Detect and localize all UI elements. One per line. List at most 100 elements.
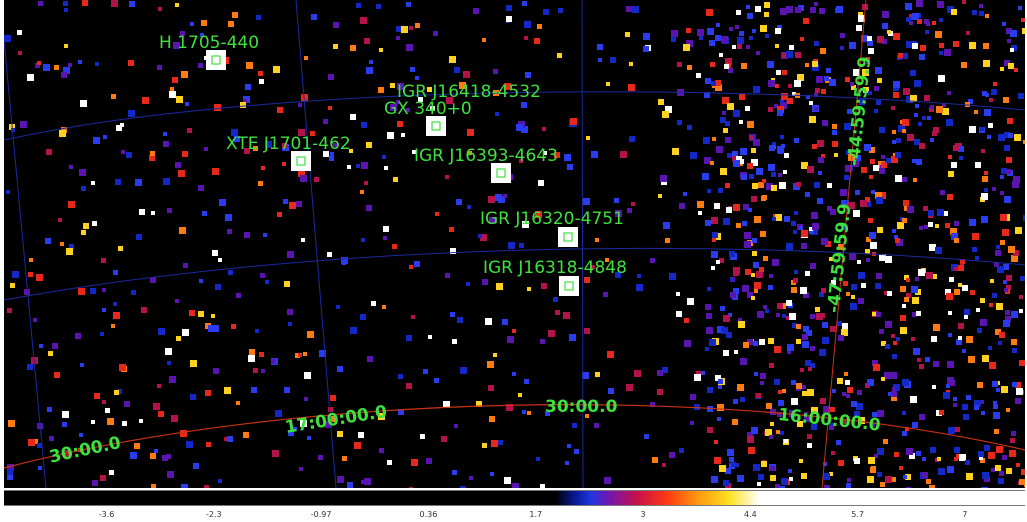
noise-pixel: [594, 423, 599, 428]
noise-pixel: [996, 303, 1003, 310]
noise-pixel: [751, 196, 757, 202]
noise-pixel: [686, 40, 693, 47]
noise-pixel: [780, 8, 787, 15]
noise-pixel: [1003, 97, 1009, 103]
noise-pixel: [780, 99, 784, 103]
noise-pixel: [777, 106, 784, 113]
noise-pixel: [902, 177, 907, 182]
noise-pixel: [540, 484, 545, 488]
noise-pixel: [47, 407, 52, 412]
noise-pixel: [745, 106, 750, 111]
noise-pixel: [836, 6, 843, 13]
noise-pixel: [858, 298, 864, 304]
noise-pixel: [1014, 68, 1018, 72]
noise-pixel: [962, 285, 968, 291]
noise-pixel: [995, 250, 1001, 256]
noise-pixel: [966, 395, 971, 400]
noise-pixel: [893, 384, 900, 391]
noise-pixel: [756, 168, 763, 175]
noise-pixel: [54, 372, 60, 378]
noise-pixel: [516, 124, 523, 131]
noise-pixel: [81, 230, 86, 235]
noise-pixel: [867, 40, 873, 46]
noise-pixel: [804, 415, 811, 422]
noise-pixel: [806, 330, 812, 336]
noise-pixel: [748, 447, 755, 454]
noise-pixel: [972, 247, 977, 252]
noise-pixel: [814, 107, 818, 111]
noise-pixel: [1000, 240, 1005, 245]
noise-pixel: [916, 451, 921, 456]
noise-pixel: [219, 199, 226, 206]
noise-pixel: [361, 480, 365, 484]
noise-pixel: [1015, 227, 1022, 234]
noise-pixel: [406, 2, 411, 7]
noise-pixel: [449, 56, 456, 63]
noise-pixel: [632, 6, 639, 13]
noise-pixel: [731, 462, 736, 467]
noise-pixel: [970, 290, 975, 295]
noise-pixel: [397, 83, 404, 90]
noise-pixel: [460, 486, 466, 488]
noise-pixel: [846, 150, 851, 155]
noise-pixel: [882, 23, 888, 29]
noise-pixel: [730, 292, 736, 298]
noise-pixel: [876, 197, 883, 204]
noise-pixel: [158, 328, 165, 335]
noise-pixel: [879, 192, 886, 199]
noise-pixel: [629, 136, 635, 142]
noise-pixel: [102, 400, 106, 404]
noise-pixel: [894, 235, 898, 239]
noise-pixel: [198, 311, 204, 317]
noise-pixel: [719, 53, 723, 57]
noise-pixel: [821, 89, 826, 94]
noise-pixel: [705, 220, 711, 226]
noise-pixel: [721, 36, 728, 43]
noise-pixel: [955, 427, 960, 432]
noise-pixel: [52, 343, 58, 349]
noise-pixel: [727, 153, 732, 158]
noise-pixel: [604, 477, 611, 484]
noise-pixel: [608, 388, 614, 394]
noise-pixel: [163, 132, 167, 136]
noise-pixel: [732, 151, 738, 157]
noise-pixel: [787, 98, 793, 104]
noise-pixel: [942, 108, 949, 115]
noise-pixel: [902, 218, 907, 223]
noise-pixel: [902, 119, 909, 126]
noise-pixel: [725, 58, 732, 65]
noise-pixel: [784, 153, 789, 158]
noise-pixel: [958, 336, 962, 340]
noise-pixel: [850, 82, 854, 86]
noise-pixel: [228, 21, 234, 27]
noise-pixel: [912, 159, 916, 163]
noise-pixel: [842, 392, 846, 396]
noise-pixel: [717, 404, 724, 411]
noise-pixel: [361, 238, 365, 242]
noise-pixel: [784, 216, 790, 222]
noise-pixel: [783, 170, 787, 174]
noise-pixel: [814, 41, 819, 46]
noise-pixel: [866, 60, 870, 64]
noise-pixel: [231, 129, 238, 136]
noise-pixel: [1000, 191, 1004, 195]
noise-pixel: [366, 142, 372, 148]
noise-pixel: [947, 6, 954, 13]
noise-pixel: [989, 98, 993, 102]
noise-pixel: [938, 468, 945, 475]
noise-pixel: [94, 393, 100, 399]
noise-pixel: [757, 482, 761, 486]
noise-pixel: [747, 13, 753, 19]
noise-pixel: [849, 253, 856, 260]
noise-pixel: [964, 309, 970, 315]
noise-pixel: [406, 44, 413, 51]
noise-pixel: [918, 269, 925, 276]
noise-pixel: [466, 282, 470, 286]
noise-pixel: [729, 251, 735, 257]
noise-pixel: [63, 67, 70, 74]
noise-pixel: [812, 223, 819, 230]
noise-pixel: [953, 403, 957, 407]
noise-pixel: [157, 65, 162, 70]
noise-pixel: [786, 243, 793, 250]
noise-pixel: [786, 316, 790, 320]
